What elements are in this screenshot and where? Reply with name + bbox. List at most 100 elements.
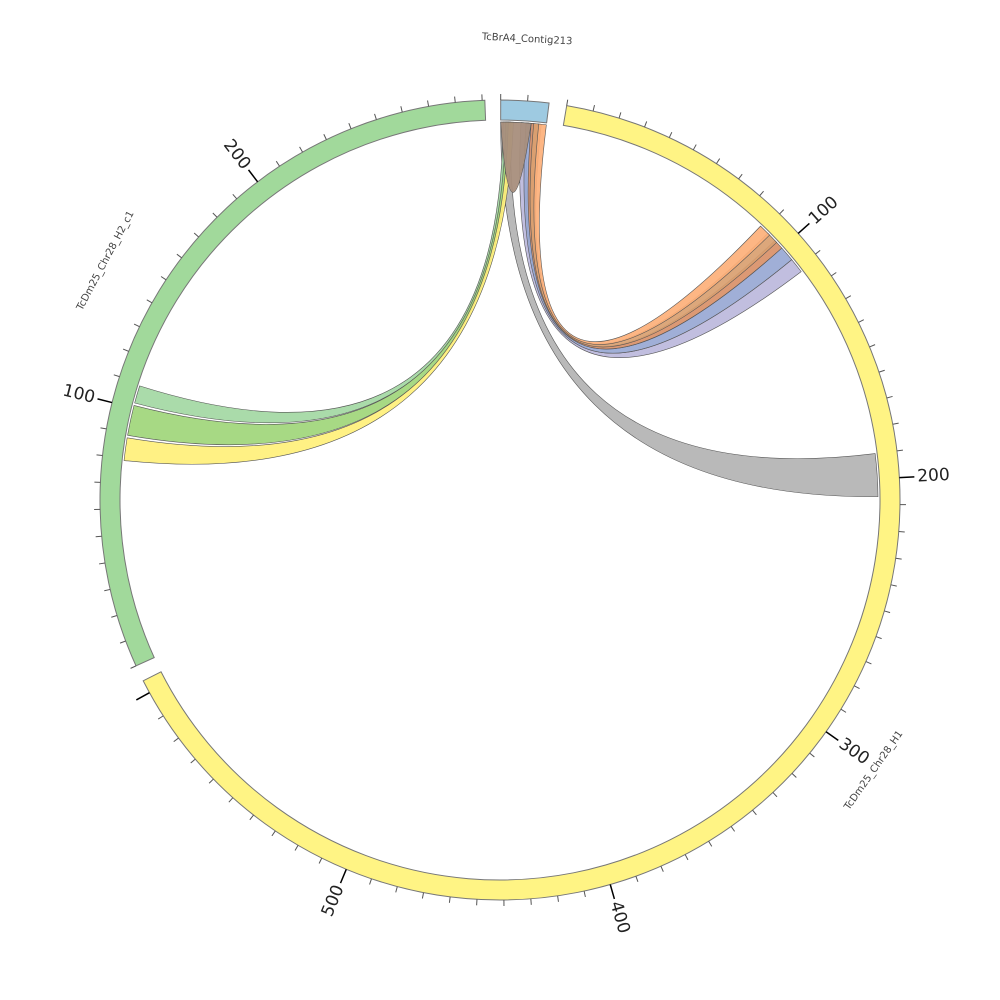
minor-tick: [779, 209, 785, 215]
minor-tick: [858, 319, 865, 323]
minor-tick: [684, 854, 689, 861]
minor-tick: [831, 272, 837, 277]
tick-label-h1-200: 200: [917, 465, 951, 487]
major-tick: [797, 222, 810, 234]
minor-tick: [668, 131, 673, 138]
minor-tick: [427, 100, 430, 107]
minor-tick: [400, 106, 403, 113]
label-h2: TcDm25_Chr28_H2_c1: [74, 209, 136, 313]
ribbons: [123, 121, 879, 498]
tick-label-h2-100: 100: [61, 381, 97, 408]
minor-tick: [759, 190, 764, 197]
minor-tick: [294, 845, 299, 851]
minor-tick: [752, 809, 757, 816]
minor-tick: [878, 369, 885, 373]
minor-tick: [421, 892, 425, 899]
minor-tick: [557, 895, 559, 902]
minor-tick: [791, 773, 797, 778]
minor-tick: [566, 99, 569, 106]
minor-tick: [119, 640, 126, 644]
minor-tick: [104, 588, 111, 592]
minor-tick: [130, 665, 137, 669]
minor-tick: [618, 112, 622, 119]
major-tick: [825, 731, 839, 742]
minor-tick: [98, 562, 106, 565]
minor-tick: [884, 610, 891, 614]
minor-tick: [348, 123, 352, 129]
minor-tick: [896, 449, 903, 452]
minor-tick: [592, 105, 595, 112]
minor-tick: [160, 276, 167, 281]
minor-tick: [133, 323, 140, 328]
minor-tick: [815, 249, 821, 255]
minor-tick: [892, 422, 899, 425]
minor-tick: [772, 792, 778, 798]
minor-tick: [232, 194, 238, 200]
major-tick: [97, 398, 113, 404]
minor-tick: [299, 146, 303, 153]
minor-tick: [95, 535, 102, 538]
minor-tick: [708, 841, 713, 847]
major-tick: [899, 476, 915, 479]
ticks: 100 200 300 400 500 100 200: [61, 93, 951, 936]
tick-label-h1-100: 100: [805, 192, 843, 229]
minor-tick: [454, 96, 456, 103]
tick-label-h2-200: 200: [219, 136, 255, 174]
major-tick: [135, 692, 150, 701]
minor-tick: [853, 685, 860, 690]
ribbon-orange[interactable]: [533, 123, 771, 345]
minor-tick: [190, 758, 196, 764]
ribbon-gray[interactable]: [500, 121, 879, 498]
minor-tick: [809, 752, 815, 758]
minor-tick: [660, 866, 664, 872]
minor-tick: [583, 890, 586, 898]
minor-tick: [228, 797, 234, 803]
minor-tick: [271, 830, 276, 837]
segment-h1[interactable]: [142, 105, 901, 901]
minor-tick: [395, 886, 398, 893]
minor-tick: [173, 737, 179, 743]
minor-tick: [890, 584, 897, 587]
minor-tick: [738, 173, 743, 180]
minor-tick: [275, 160, 280, 167]
minor-tick: [96, 454, 103, 457]
minor-tick: [208, 778, 214, 784]
tick-label-h1-400: 400: [606, 899, 634, 936]
label-contig: TcBrA4_Contig213: [481, 32, 573, 48]
minor-tick: [193, 232, 199, 238]
minor-tick: [644, 121, 648, 128]
minor-tick: [249, 814, 254, 821]
minor-tick: [886, 395, 893, 399]
major-tick: [609, 884, 616, 900]
major-tick: [247, 169, 259, 183]
major-tick: [339, 868, 347, 884]
minor-tick: [845, 295, 852, 300]
minor-tick: [865, 661, 872, 665]
minor-tick: [730, 826, 736, 832]
minor-tick: [176, 253, 182, 259]
minor-tick: [113, 374, 120, 378]
segments: [99, 99, 901, 901]
minor-tick: [635, 876, 639, 883]
minor-tick: [716, 158, 721, 164]
minor-tick: [840, 708, 847, 713]
segment-h2[interactable]: [99, 99, 487, 667]
ribbon-yellow[interactable]: [123, 121, 514, 465]
ribbon-contig-self[interactable]: [500, 121, 532, 193]
minor-tick: [100, 427, 107, 430]
tick-label-h1-300: 300: [835, 734, 873, 769]
minor-tick: [111, 615, 118, 618]
minor-tick: [869, 344, 876, 348]
minor-tick: [146, 299, 153, 304]
minor-tick: [122, 348, 129, 352]
minor-tick: [448, 896, 451, 903]
minor-tick: [212, 212, 218, 218]
ribbon-darkorange[interactable]: [527, 122, 783, 350]
minor-tick: [692, 144, 697, 151]
minor-tick: [157, 715, 164, 720]
segment-contig[interactable]: [500, 99, 550, 124]
minor-tick: [318, 857, 323, 864]
minor-tick: [323, 134, 327, 140]
minor-tick: [374, 113, 377, 120]
